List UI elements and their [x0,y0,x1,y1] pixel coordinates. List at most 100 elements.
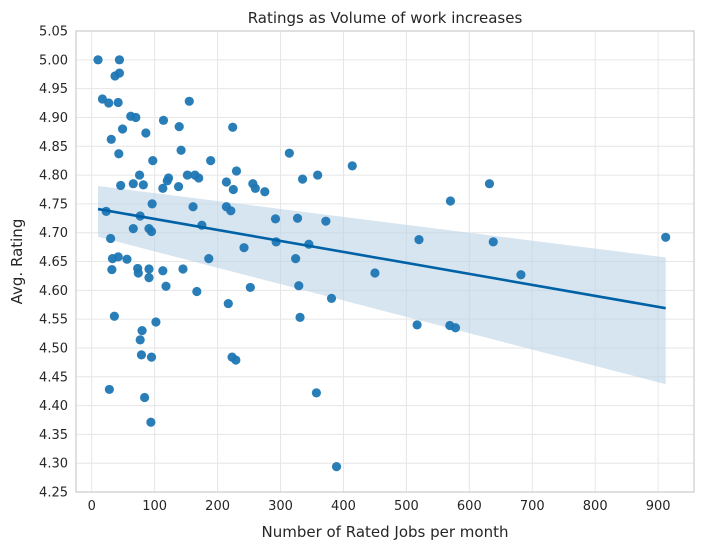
data-point [414,235,424,245]
data-point [104,384,114,395]
data-point [114,149,124,159]
data-point [284,148,294,158]
x-tick-label: 700 [520,499,545,514]
x-tick-label: 400 [331,499,356,514]
data-point [270,214,281,224]
data-point [106,134,116,144]
data-point [146,226,157,237]
y-tick-label: 4.85 [39,140,68,155]
data-point [204,254,214,264]
data-point [144,273,154,283]
data-point [113,252,123,262]
data-point [178,264,188,274]
data-point [136,350,147,360]
x-axis-title: Number of Rated Jobs per month [261,523,508,541]
x-tick-label: 500 [394,499,419,514]
data-point [117,124,128,134]
data-point [228,122,238,132]
data-point [176,145,186,155]
data-point [182,170,192,180]
data-point [291,254,301,264]
data-point [161,281,171,291]
data-point [158,115,169,125]
regression-line-layer [97,207,666,310]
y-tick-label: 4.60 [39,284,68,299]
data-point [292,213,303,223]
y-tick-label: 4.95 [39,82,68,97]
data-point [313,170,323,180]
y-tick-labels: 4.25 4.30 4.35 4.40 4.45 4.50 4.55 4.60 4.65 4.70… [39,25,68,501]
data-point [194,173,204,183]
y-axis-title: Avg. Rating [8,219,26,305]
y-tick-label: 4.40 [39,399,68,414]
data-point [297,174,308,184]
x-tick-label: 300 [268,499,293,514]
data-point [228,184,238,195]
data-point [260,187,270,197]
data-point [347,161,357,171]
data-point [173,181,184,192]
data-point [226,206,236,216]
data-point [114,55,125,65]
data-point [250,183,260,193]
data-point [158,183,168,193]
data-point [106,233,116,244]
data-point [138,180,148,190]
data-point [174,122,184,132]
data-point [661,232,671,242]
data-point [109,311,119,321]
data-point [412,320,422,330]
data-point [158,266,168,276]
data-point [231,166,242,176]
y-tick-label: 4.25 [39,486,68,501]
data-point [151,317,161,327]
x-tick-labels: 0 100 200 300 400 500 600 700 800 900 [88,499,671,514]
confidence-band-layer [98,186,666,385]
data-point [133,268,143,278]
confidence-band [98,186,666,385]
data-point [223,298,233,309]
points-layer [93,55,671,472]
data-point [192,286,202,297]
data-point [148,156,158,166]
data-point [116,180,126,191]
data-point [295,312,305,322]
y-tick-label: 4.70 [39,226,68,241]
y-tick-label: 5.00 [39,53,68,68]
data-point [163,173,174,183]
y-tick-label: 4.30 [39,457,68,472]
data-point [488,237,498,247]
data-point [146,352,157,362]
data-point [331,462,342,472]
data-point [113,97,123,108]
y-tick-label: 5.05 [39,25,68,40]
data-point [184,96,194,106]
data-point [321,216,331,226]
data-point [221,177,232,187]
y-tick-label: 4.90 [39,111,68,126]
data-point [188,202,198,212]
data-point [139,392,150,403]
plot-frame [75,30,695,493]
x-tick-label: 0 [88,499,96,514]
x-tick-label: 100 [142,499,167,514]
x-tick-label: 600 [457,499,482,514]
data-point [128,179,138,189]
data-point [311,388,322,398]
y-tick-label: 4.55 [39,313,68,328]
data-point [146,417,156,427]
regression-line [97,207,666,310]
data-point [104,98,114,108]
data-point [131,112,141,123]
y-tick-label: 4.35 [39,428,68,443]
data-point [445,196,456,206]
data-point [128,224,138,234]
data-point [450,323,461,333]
data-point [231,355,241,365]
chart-title: Ratings as Volume of work increases [248,9,523,27]
data-point [114,68,125,78]
y-tick-label: 4.75 [39,197,68,212]
data-point [326,293,337,303]
